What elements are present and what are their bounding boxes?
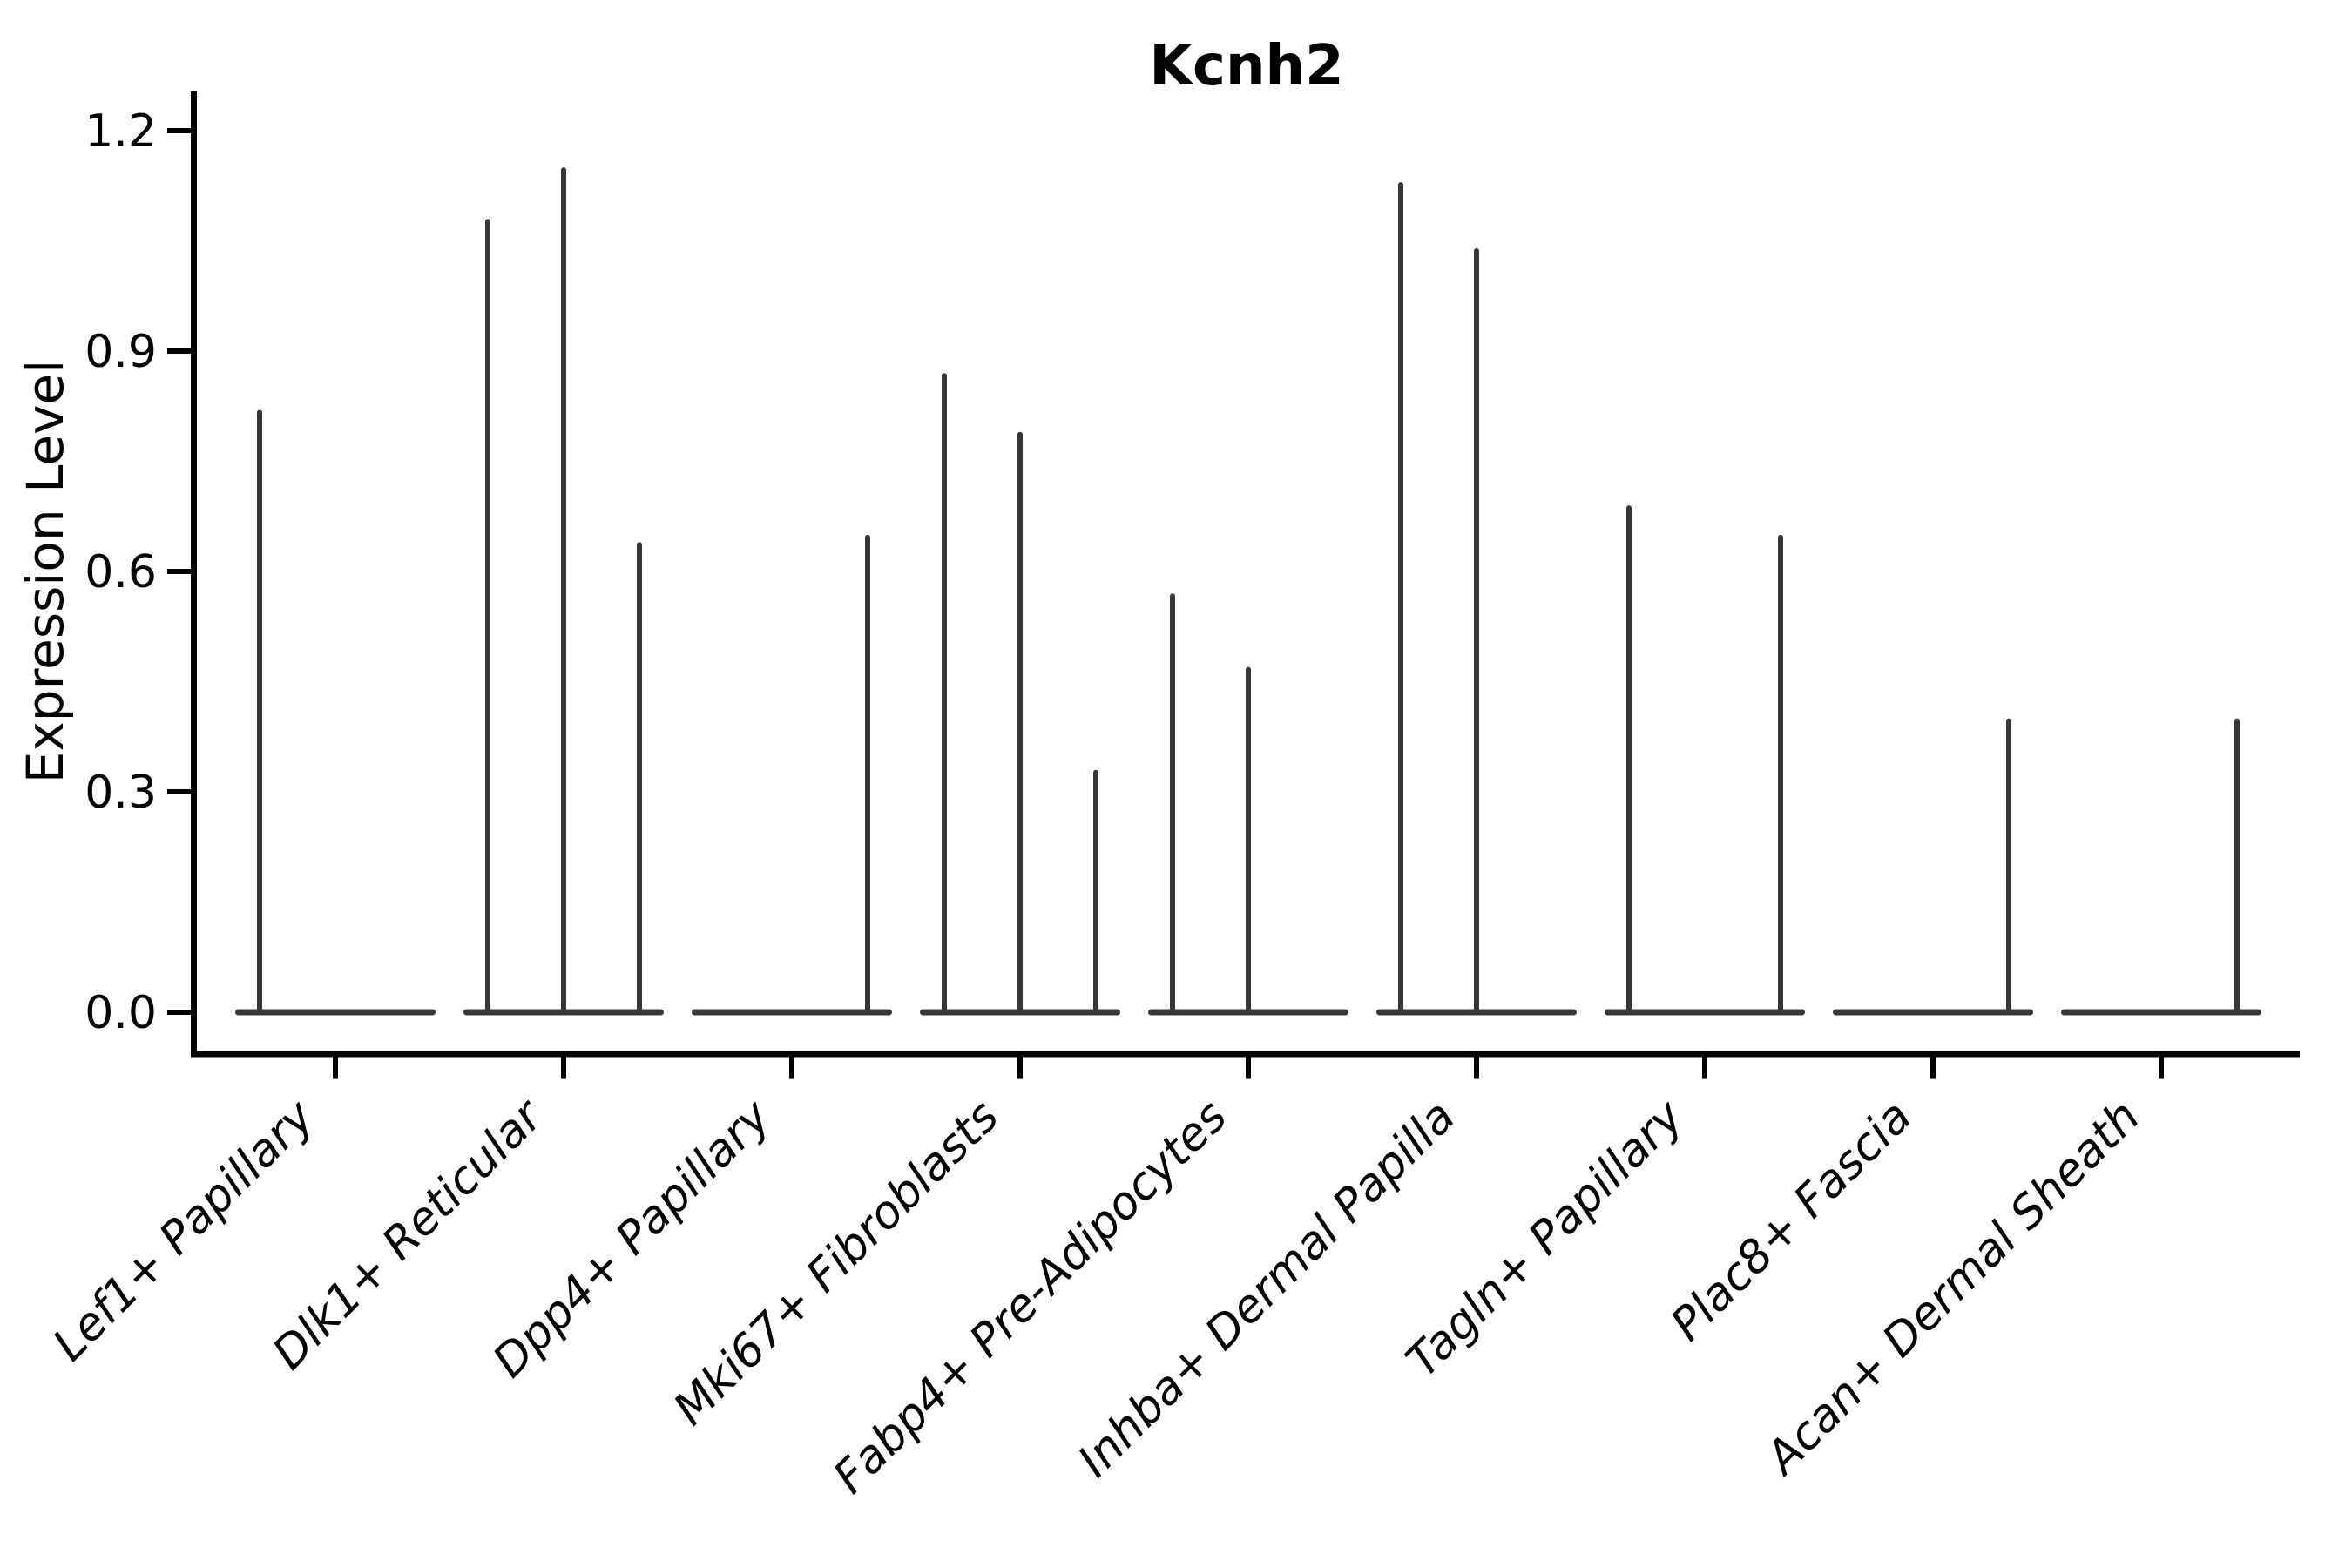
violin-spike bbox=[637, 542, 642, 1014]
violin-base bbox=[1833, 1009, 2033, 1016]
violin-base bbox=[692, 1009, 892, 1016]
violin-spike bbox=[1626, 505, 1632, 1014]
violin-base bbox=[2061, 1009, 2261, 1016]
violin-spike bbox=[2006, 718, 2011, 1014]
x-tick bbox=[333, 1057, 338, 1079]
y-tick bbox=[167, 348, 191, 355]
chart-title: Kcnh2 bbox=[1149, 34, 1343, 98]
violin-spike bbox=[1778, 534, 1783, 1014]
y-tick-label: 0.0 bbox=[84, 987, 157, 1039]
x-tick bbox=[561, 1057, 566, 1079]
x-tick bbox=[1246, 1057, 1251, 1079]
x-tick-label: Acan+ Dermal Sheath bbox=[1754, 1091, 2150, 1486]
y-tick-label: 0.9 bbox=[84, 326, 157, 378]
x-tick bbox=[1702, 1057, 1707, 1079]
x-tick bbox=[1930, 1057, 1936, 1079]
violin-base bbox=[235, 1009, 436, 1016]
violin-spike bbox=[942, 373, 947, 1015]
violin-spike bbox=[865, 534, 870, 1014]
y-tick-label: 0.3 bbox=[84, 767, 157, 819]
violin-spike bbox=[257, 409, 262, 1015]
y-tick-label: 1.2 bbox=[84, 105, 157, 158]
x-tick bbox=[2159, 1057, 2164, 1079]
x-tick bbox=[1474, 1057, 1479, 1079]
x-tick bbox=[789, 1057, 794, 1079]
y-tick bbox=[167, 1010, 191, 1015]
x-tick-label: Plac8+ Fascia bbox=[1661, 1091, 1922, 1351]
y-tick-label: 0.6 bbox=[84, 546, 157, 598]
y-tick bbox=[167, 789, 191, 795]
x-tick-label: Inhba+ Dermal Papilla bbox=[1068, 1091, 1465, 1488]
x-axis-spine bbox=[191, 1051, 2300, 1058]
violin-spike bbox=[485, 219, 490, 1014]
violin-spike bbox=[1093, 769, 1098, 1014]
violin-spike bbox=[1474, 247, 1479, 1015]
violin-spike bbox=[561, 167, 566, 1014]
violin-spike bbox=[1246, 666, 1251, 1014]
violin-base bbox=[1605, 1009, 1805, 1016]
y-axis-spine bbox=[191, 91, 197, 1058]
y-tick bbox=[167, 128, 191, 134]
x-tick-label: Fabp4+ Pre-Adipocytes bbox=[824, 1091, 1238, 1504]
y-tick bbox=[167, 569, 191, 575]
violin-spike bbox=[2234, 718, 2240, 1014]
y-axis-label: Expression Level bbox=[16, 360, 75, 783]
x-tick bbox=[1017, 1057, 1023, 1079]
violin-spike bbox=[1017, 431, 1023, 1014]
violin-spike bbox=[1398, 182, 1403, 1014]
violin-spike bbox=[1170, 593, 1175, 1014]
